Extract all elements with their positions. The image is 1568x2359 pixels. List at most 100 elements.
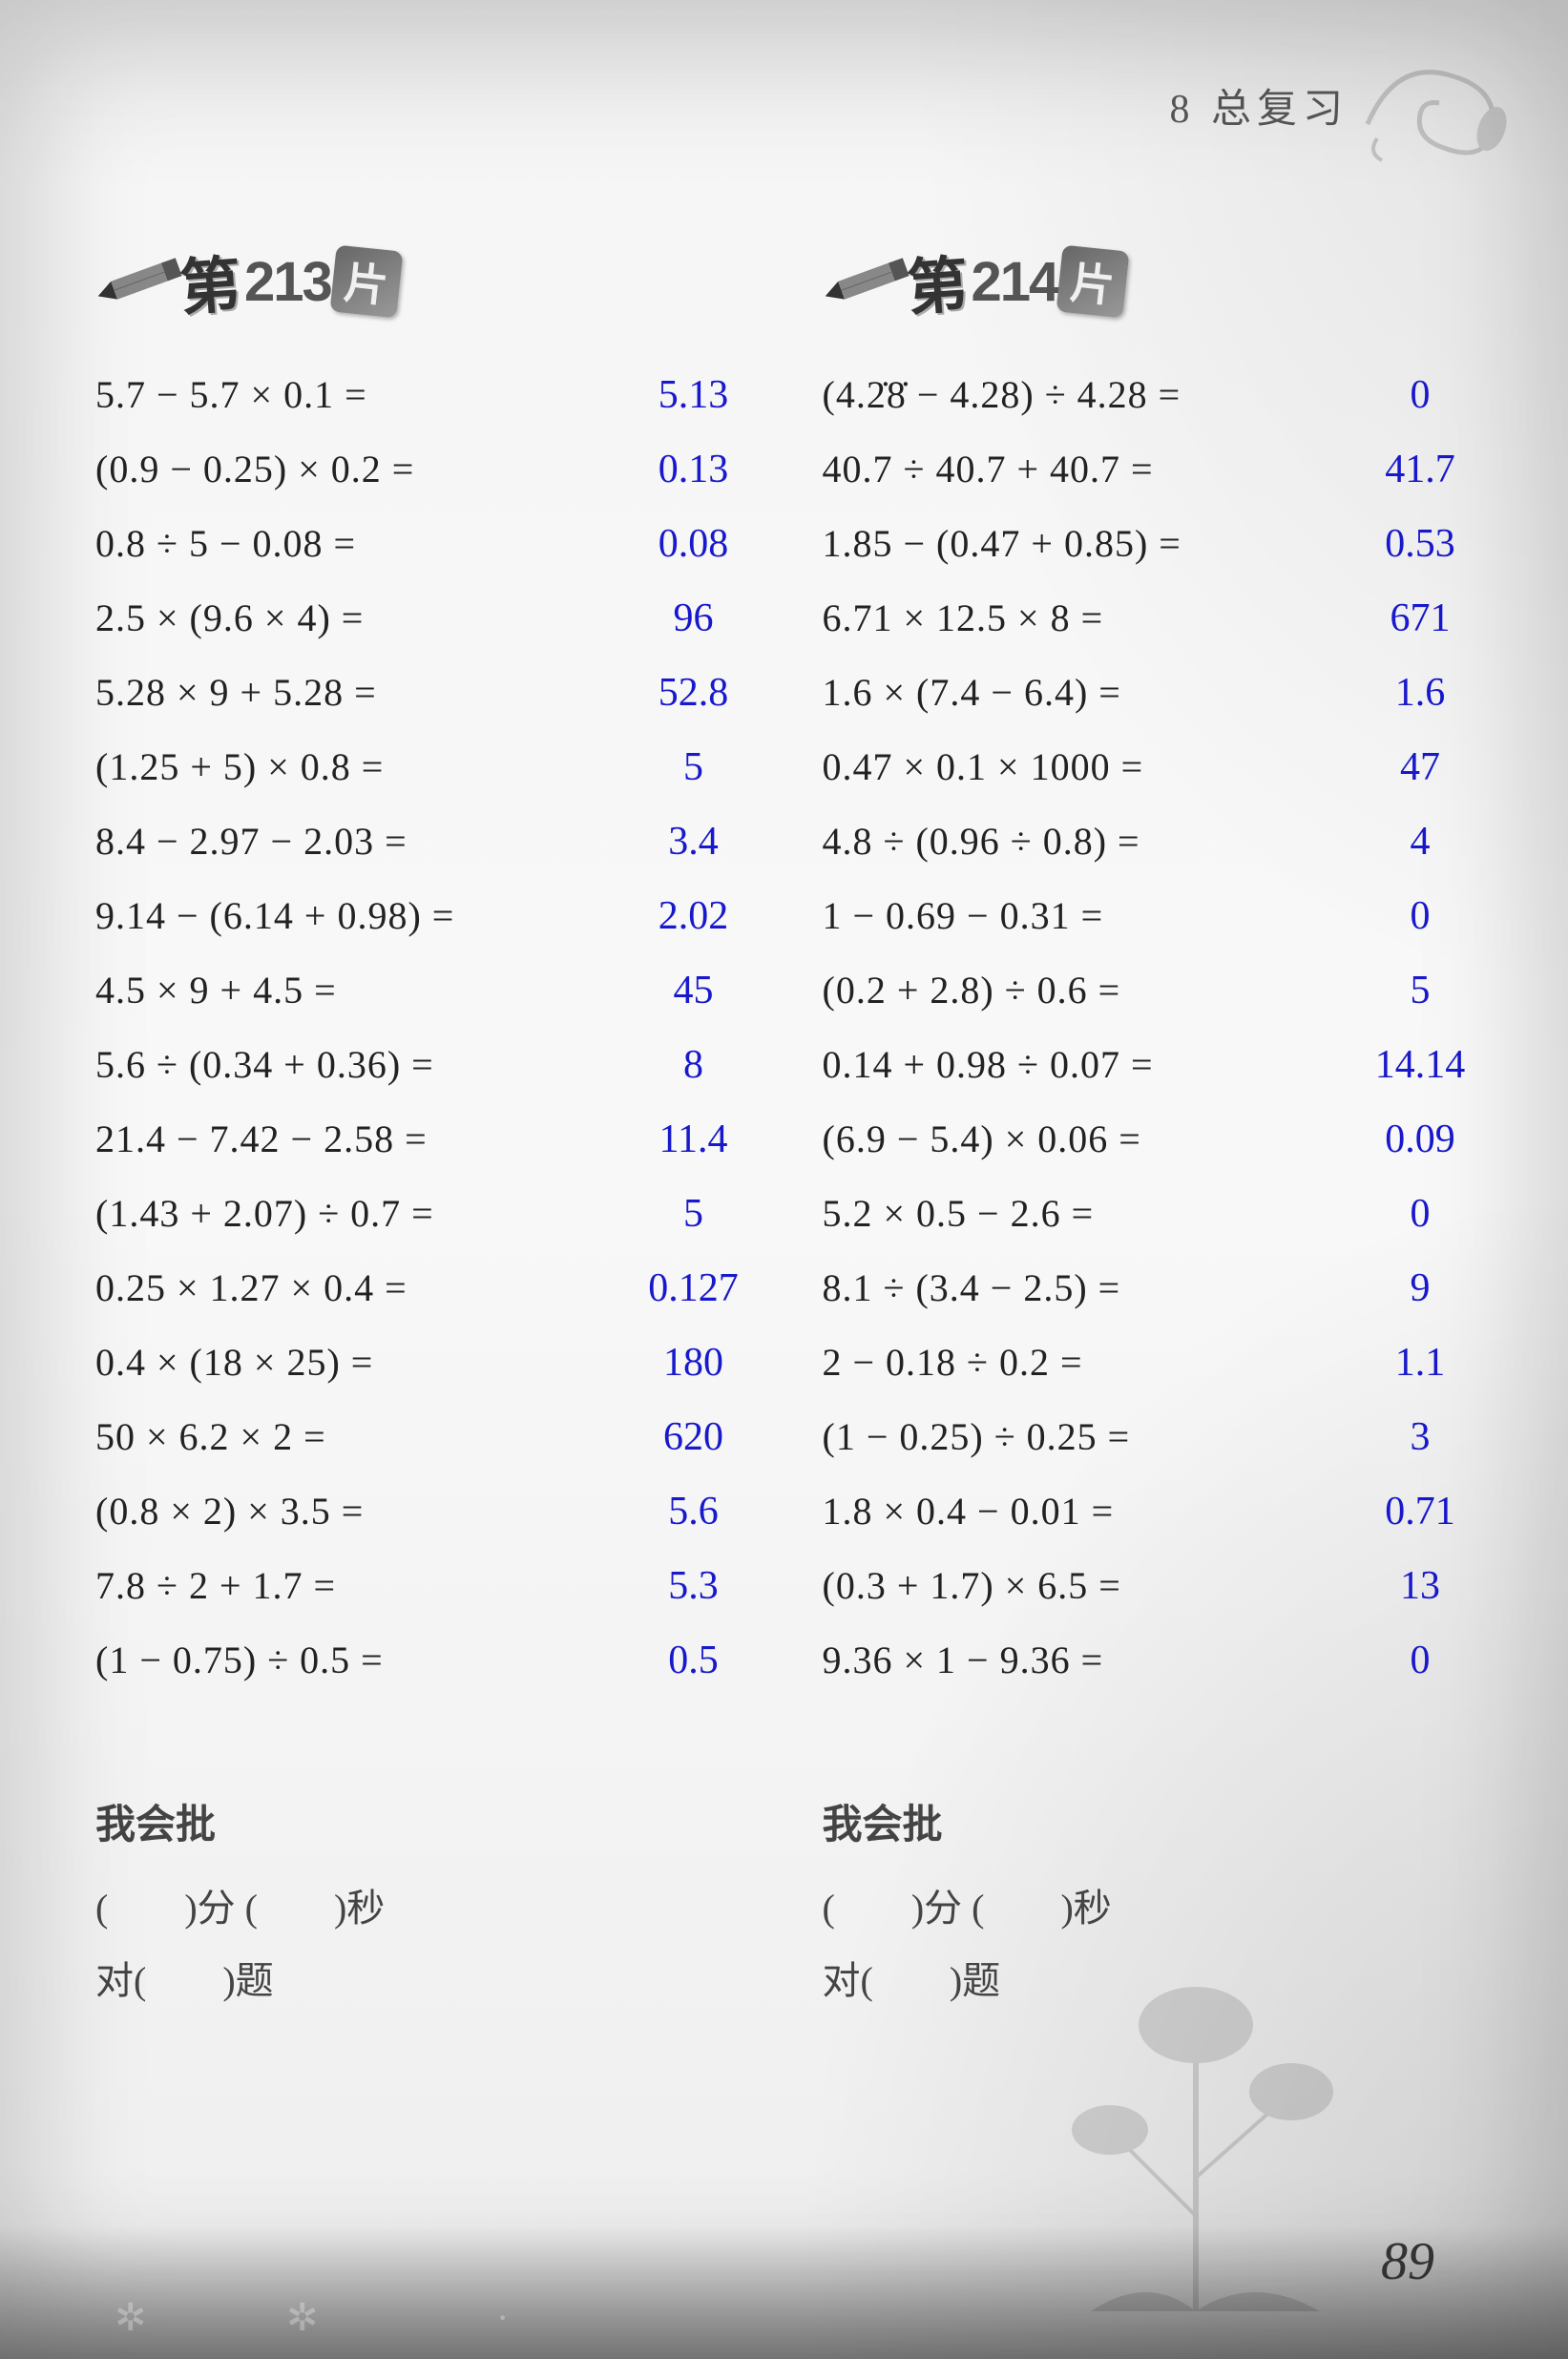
problem-row: 2 − 0.18 ÷ 0.2 =1.1 [823, 1340, 1493, 1414]
stamp-prefix: 第 [903, 236, 970, 327]
problem-answer: 180 [622, 1340, 765, 1386]
grade-block-right: 我会批 ( )分 ( )秒 对( )题 [823, 1788, 1493, 2017]
problem-expression: 2.5 × (9.6 × 4) = [95, 595, 622, 640]
columns-container: 第 213 片 5.7 − 5.7 × 0.1 =5.13(0.9 − 0.25… [95, 229, 1492, 2017]
problem-row: 8.1 ÷ (3.4 − 2.5) =9 [823, 1265, 1493, 1340]
problem-answer: 0.13 [622, 447, 765, 492]
problem-expression: (1 − 0.25) ÷ 0.25 = [823, 1414, 1349, 1459]
problem-row: 5.2 × 0.5 − 2.6 =0 [823, 1191, 1493, 1265]
problem-row: 0.25 × 1.27 × 0.4 =0.127 [95, 1265, 765, 1340]
problem-answer: 671 [1348, 595, 1492, 641]
problem-row: 1 − 0.69 − 0.31 =0 [823, 893, 1493, 968]
problem-expression: 0.47 × 0.1 × 1000 = [823, 744, 1349, 789]
problem-answer: 47 [1348, 744, 1492, 790]
problem-expression: 8.4 − 2.97 − 2.03 = [95, 819, 622, 864]
problem-row: 8.4 − 2.97 − 2.03 =3.4 [95, 819, 765, 893]
problem-answer: 0.5 [622, 1638, 765, 1683]
problem-answer: 4 [1348, 819, 1492, 865]
problem-answer: 0.09 [1348, 1117, 1492, 1162]
problem-answer: 9 [1348, 1265, 1492, 1311]
problem-answer: 0 [1348, 1191, 1492, 1237]
grade-time-line: ( )分 ( )秒 [95, 1872, 765, 1945]
problem-answer: 41.7 [1348, 447, 1492, 492]
problem-expression: 6.71 × 12.5 × 8 = [823, 595, 1349, 640]
stamp-number: 213 [244, 250, 331, 314]
problem-expression: 1.8 × 0.4 − 0.01 = [823, 1489, 1349, 1534]
problem-answer: 1.6 [1348, 670, 1492, 716]
problem-answer: 8 [622, 1042, 765, 1088]
problem-answer: 3 [1348, 1414, 1492, 1460]
problem-expression: 0.4 × (18 × 25) = [95, 1340, 622, 1385]
problem-answer: 0.08 [622, 521, 765, 567]
grade-title: 我会批 [823, 1788, 1493, 1865]
problem-expression: (1 − 0.75) ÷ 0.5 = [95, 1638, 622, 1682]
problem-row: (0.2 + 2.8) ÷ 0.6 =5 [823, 968, 1493, 1042]
problem-row: 1.8 × 0.4 − 0.01 =0.71 [823, 1489, 1493, 1563]
problem-answer: 96 [622, 595, 765, 641]
problem-answer: 14.14 [1348, 1042, 1492, 1088]
problem-row: 1.6 × (7.4 − 6.4) =1.6 [823, 670, 1493, 744]
problem-row: 1.85 − (0.47 + 0.85) =0.53 [823, 521, 1493, 595]
problem-row: 7.8 ÷ 2 + 1.7 =5.3 [95, 1563, 765, 1638]
problem-row: 9.14 − (6.14 + 0.98) =2.02 [95, 893, 765, 968]
stamp-suffix: 片 [329, 245, 403, 319]
problem-answer: 11.4 [622, 1117, 765, 1162]
problem-expression: 2 − 0.18 ÷ 0.2 = [823, 1340, 1349, 1385]
problem-answer: 5.3 [622, 1563, 765, 1609]
problem-answer: 0 [1348, 893, 1492, 939]
problem-expression: 40.7 ÷ 40.7 + 40.7 = [823, 447, 1349, 491]
problem-expression: 0.14 + 0.98 ÷ 0.07 = [823, 1042, 1349, 1087]
problem-answer: 0.71 [1348, 1489, 1492, 1534]
problem-expression: 8.1 ÷ (3.4 − 2.5) = [823, 1265, 1349, 1310]
problem-answer: 1.1 [1348, 1340, 1492, 1386]
problem-row: 4.5 × 9 + 4.5 =45 [95, 968, 765, 1042]
problem-expression: 50 × 6.2 × 2 = [95, 1414, 622, 1459]
problem-expression: (4.2̇8̇ − 4.28) ÷ 4.28 = [823, 372, 1349, 417]
scroll-decoration-icon [1348, 38, 1520, 172]
problem-row: 5.28 × 9 + 5.28 =52.8 [95, 670, 765, 744]
problem-row: (0.9 − 0.25) × 0.2 =0.13 [95, 447, 765, 521]
problem-row: (1.25 + 5) × 0.8 =5 [95, 744, 765, 819]
problem-answer: 5 [622, 1191, 765, 1237]
grade-correct-line: 对( )题 [95, 1945, 765, 2017]
section-head-213: 第 213 片 [95, 229, 765, 334]
problem-answer: 5.13 [622, 372, 765, 418]
problem-answer: 5.6 [622, 1489, 765, 1534]
problem-list-right: (4.2̇8̇ − 4.28) ÷ 4.28 = 0 40.7 ÷ 40.7 + 4… [823, 372, 1493, 1712]
problem-answer: 5 [622, 744, 765, 790]
page-number: 89 [1381, 2231, 1434, 2292]
problem-row: 0.14 + 0.98 ÷ 0.07 =14.14 [823, 1042, 1493, 1117]
problem-expression: 7.8 ÷ 2 + 1.7 = [95, 1563, 622, 1608]
problem-row: 9.36 × 1 − 9.36 =0 [823, 1638, 1493, 1712]
problem-row: 21.4 − 7.42 − 2.58 =11.4 [95, 1117, 765, 1191]
grade-correct-line: 对( )题 [823, 1945, 1493, 2017]
problem-answer: 620 [622, 1414, 765, 1460]
problem-expression: (1.25 + 5) × 0.8 = [95, 744, 622, 789]
problem-row: 0.47 × 0.1 × 1000 =47 [823, 744, 1493, 819]
problem-expression: 1.6 × (7.4 − 6.4) = [823, 670, 1349, 715]
pencil-icon [92, 249, 185, 314]
problem-expression: (0.2 + 2.8) ÷ 0.6 = [823, 968, 1349, 1012]
problem-answer: 0.127 [622, 1265, 765, 1311]
problem-row: 0.4 × (18 × 25) =180 [95, 1340, 765, 1414]
problem-row: (1 − 0.25) ÷ 0.25 =3 [823, 1414, 1493, 1489]
problem-expression: (6.9 − 5.4) × 0.06 = [823, 1117, 1349, 1161]
problem-expression: 1.85 − (0.47 + 0.85) = [823, 521, 1349, 566]
section-head-214: 第 214 片 [823, 229, 1493, 334]
column-left: 第 213 片 5.7 − 5.7 × 0.1 =5.13(0.9 − 0.25… [95, 229, 765, 2017]
problem-expression: 5.6 ÷ (0.34 + 0.36) = [95, 1042, 622, 1087]
problem-answer: 5 [1348, 968, 1492, 1013]
problem-expression: (1.43 + 2.07) ÷ 0.7 = [95, 1191, 622, 1236]
problem-answer: 3.4 [622, 819, 765, 865]
problem-answer: 0.53 [1348, 521, 1492, 567]
problem-answer: 0 [1348, 1638, 1492, 1683]
problem-row: (6.9 − 5.4) × 0.06 =0.09 [823, 1117, 1493, 1191]
problem-row: (0.3 + 1.7) × 6.5 =13 [823, 1563, 1493, 1638]
problem-row: 0.8 ÷ 5 − 0.08 =0.08 [95, 521, 765, 595]
chapter-header: 8 总复习 [1169, 76, 1348, 135]
problem-expression: 4.8 ÷ (0.96 ÷ 0.8) = [823, 819, 1349, 864]
problem-row: 6.71 × 12.5 × 8 =671 [823, 595, 1493, 670]
grade-time-line: ( )分 ( )秒 [823, 1872, 1493, 1945]
problem-answer: 13 [1348, 1563, 1492, 1609]
problem-row: 50 × 6.2 × 2 =620 [95, 1414, 765, 1489]
